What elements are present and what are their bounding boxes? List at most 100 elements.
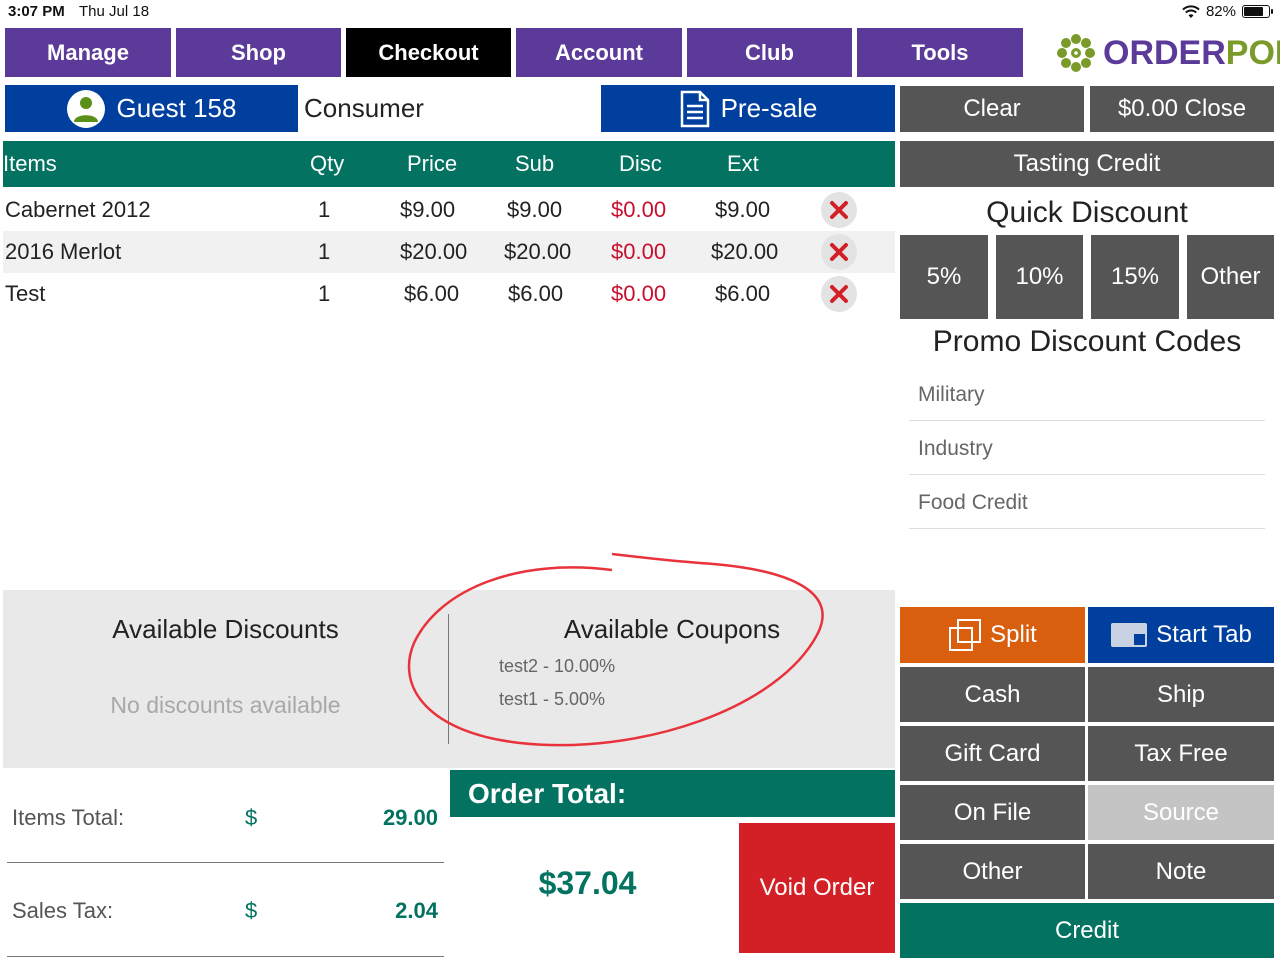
nav-club[interactable]: Club [687, 28, 852, 77]
nav-manage[interactable]: Manage [5, 28, 171, 77]
status-date: Thu Jul 18 [79, 3, 150, 20]
nav-tools[interactable]: Tools [857, 28, 1023, 77]
tab-card-icon [1111, 623, 1148, 647]
clear-button[interactable]: Clear [900, 86, 1084, 132]
item-qty[interactable]: 1 [318, 239, 331, 264]
orderport-logo: ORDERPORT [1055, 30, 1280, 76]
item-qty[interactable]: 1 [318, 197, 331, 222]
no-discounts-text: No discounts available [110, 692, 341, 718]
split-button[interactable]: Split [900, 607, 1085, 663]
sales-tax-currency: $ [245, 898, 258, 923]
nav-checkout[interactable]: Checkout [346, 28, 511, 77]
logo-wordmark: ORDERPORT [1103, 34, 1280, 73]
red-annotation-circle [407, 552, 824, 747]
panel-divider [448, 614, 449, 744]
presale-label: Pre-sale [720, 93, 818, 123]
promo-codes-title: Promo Discount Codes [932, 325, 1242, 358]
header-items: Items [3, 151, 57, 176]
totals-divider [7, 862, 444, 863]
item-qty[interactable]: 1 [318, 281, 331, 306]
document-icon [680, 90, 709, 127]
table-row[interactable]: Cabernet 2012 1 $9.00 $9.00 $0.00 $9.00 [3, 189, 895, 231]
items-total-label: Items Total: [12, 805, 125, 830]
item-sub: $20.00 [504, 239, 572, 264]
header-disc: Disc [619, 151, 662, 176]
user-avatar-icon [66, 89, 105, 128]
logo-text-order: ORDER [1103, 33, 1226, 72]
split-label: Split [990, 621, 1037, 648]
guest-name: Guest 158 [116, 93, 237, 123]
customer-type: Consumer [304, 93, 424, 123]
quick-discount-10[interactable]: 10% [996, 235, 1083, 319]
item-disc[interactable]: $0.00 [611, 197, 667, 222]
on-file-button[interactable]: On File [900, 785, 1085, 840]
promo-code-food-credit[interactable]: Food Credit [909, 477, 1265, 529]
logo-text-port: PORT [1225, 33, 1280, 72]
battery-percent: 82% [1205, 3, 1236, 20]
order-total-value: $37.04 [538, 865, 637, 901]
close-icon [830, 285, 848, 303]
quick-discount-15[interactable]: 15% [1091, 235, 1179, 319]
item-name: Test [5, 281, 46, 306]
split-copy-icon [949, 619, 982, 651]
sales-tax-label: Sales Tax: [12, 898, 114, 923]
item-sub: $9.00 [507, 197, 563, 222]
cash-button[interactable]: Cash [900, 667, 1085, 722]
sales-tax-value: 2.04 [395, 898, 438, 923]
items-table-header: Items Qty Price Sub Disc Ext [3, 141, 895, 187]
void-order-button[interactable]: Void Order [739, 823, 895, 953]
orderport-flower-icon [1057, 34, 1095, 72]
remove-item-button[interactable] [821, 234, 857, 270]
close-icon [830, 201, 848, 219]
tax-free-button[interactable]: Tax Free [1088, 726, 1274, 781]
nav-shop[interactable]: Shop [176, 28, 341, 77]
coupon-item[interactable]: test1 - 5.00% [499, 689, 606, 709]
promo-code-military[interactable]: Military [909, 369, 1265, 421]
quick-discount-5[interactable]: 5% [900, 235, 988, 319]
item-price: $6.00 [404, 281, 460, 306]
remove-item-button[interactable] [821, 192, 857, 228]
available-discounts-title: Available Discounts [112, 614, 339, 644]
table-row[interactable]: Test 1 $6.00 $6.00 $0.00 $6.00 [3, 273, 895, 315]
item-price: $20.00 [400, 239, 468, 264]
credit-button[interactable]: Credit [900, 903, 1274, 958]
available-panel: Available Discounts No discounts availab… [3, 590, 895, 768]
other-payment-button[interactable]: Other [900, 844, 1085, 899]
nav-account[interactable]: Account [516, 28, 682, 77]
item-name: Cabernet 2012 [5, 197, 151, 222]
header-price: Price [407, 151, 458, 176]
table-row[interactable]: 2016 Merlot 1 $20.00 $20.00 $0.00 $20.00 [3, 231, 895, 273]
item-disc[interactable]: $0.00 [611, 239, 667, 264]
items-total-value: 29.00 [382, 805, 438, 830]
presale-button[interactable]: Pre-sale [601, 85, 895, 132]
coupon-item[interactable]: test2 - 10.00% [499, 656, 616, 676]
promo-code-industry[interactable]: Industry [909, 423, 1265, 475]
item-disc[interactable]: $0.00 [611, 281, 667, 306]
status-indicators: 82% [1182, 3, 1273, 20]
remove-item-button[interactable] [821, 276, 857, 312]
header-sub: Sub [515, 151, 555, 176]
tasting-credit-button[interactable]: Tasting Credit [900, 141, 1274, 187]
item-name: 2016 Merlot [5, 239, 122, 264]
item-sub: $6.00 [508, 281, 564, 306]
start-tab-button[interactable]: Start Tab [1088, 607, 1274, 663]
status-time: 3:07 PM [8, 3, 65, 20]
order-total-label: Order Total: [450, 770, 895, 817]
close-icon [830, 243, 848, 261]
close-button[interactable]: $0.00 Close [1090, 86, 1274, 132]
battery-icon [1242, 5, 1273, 18]
available-coupons-title: Available Coupons [563, 614, 781, 644]
items-total-currency: $ [245, 805, 258, 830]
totals-divider-bottom [7, 956, 444, 957]
item-ext: $9.00 [715, 197, 771, 222]
source-button[interactable]: Source [1088, 785, 1274, 840]
item-ext: $6.00 [715, 281, 771, 306]
note-button[interactable]: Note [1088, 844, 1274, 899]
header-qty: Qty [310, 151, 345, 176]
guest-button[interactable]: Guest 158 [5, 85, 298, 132]
quick-discount-other[interactable]: Other [1187, 235, 1274, 319]
gift-card-button[interactable]: Gift Card [900, 726, 1085, 781]
item-price: $9.00 [400, 197, 456, 222]
start-tab-label: Start Tab [1156, 621, 1252, 648]
ship-button[interactable]: Ship [1088, 667, 1274, 722]
